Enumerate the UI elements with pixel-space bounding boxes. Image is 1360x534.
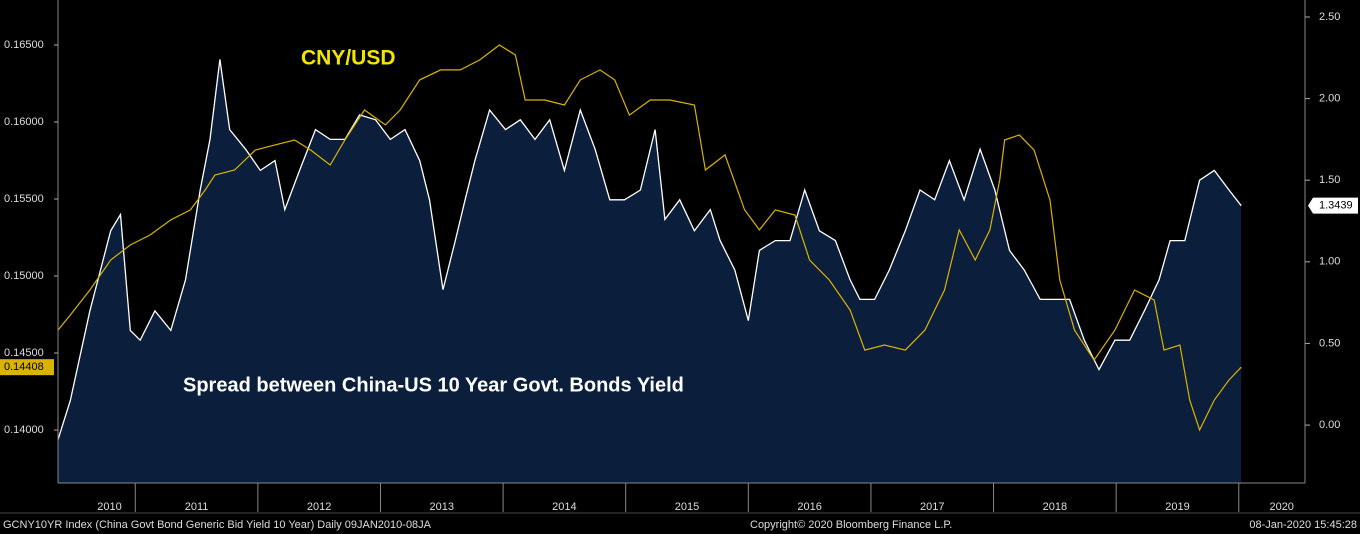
y-tick-label: 0.16500 — [4, 39, 44, 51]
y-tick-label: 0.15000 — [4, 270, 44, 282]
y2-tick-label: 0.00 — [1319, 419, 1340, 431]
y2-tick-label: 1.50 — [1319, 174, 1340, 186]
y-tick-label: 0.14500 — [4, 347, 44, 359]
y2-tick-label: 0.50 — [1319, 337, 1340, 349]
x-tick-label: 2013 — [430, 501, 454, 513]
line — [57, 59, 1242, 440]
footer-right: 08-Jan-2020 15:45:28 — [1249, 519, 1357, 531]
line — [57, 44, 1242, 432]
x-tick-label: 2010 — [97, 501, 121, 513]
x-tick-label: 2019 — [1165, 501, 1189, 513]
x-tick-label: 2020 — [1269, 501, 1293, 513]
x-tick-label: 2014 — [552, 501, 576, 513]
x-tick-label: 2012 — [307, 501, 331, 513]
last-value-box — [0, 359, 54, 376]
x-tick-label: 2016 — [797, 501, 821, 513]
x-tick-label: 2018 — [1043, 501, 1067, 513]
y2-tick-label: 2.00 — [1319, 92, 1340, 104]
y-tick-label: 0.15500 — [4, 193, 44, 205]
y-tick-label: 0.16000 — [4, 116, 44, 128]
y2-tick-label: 1.00 — [1319, 256, 1340, 268]
annotation: Spread between China-US 10 Year Govt. Bo… — [183, 374, 684, 396]
last-value-box — [1308, 197, 1358, 214]
x-tick-label: 2015 — [675, 501, 699, 513]
y-tick-label: 0.14000 — [4, 424, 44, 436]
last-value-label: 1.3439 — [1319, 200, 1353, 212]
plot-area — [57, 44, 1242, 484]
y2-tick-label: 2.50 — [1319, 11, 1340, 23]
footer-left: GCNY10YR Index (China Govt Bond Generic … — [3, 519, 432, 531]
x-tick-label: 2017 — [920, 501, 944, 513]
x-tick-label: 2011 — [185, 501, 209, 513]
annotation: CNY/USD — [301, 47, 396, 70]
footer-center: Copyright© 2020 Bloomberg Finance L.P. — [750, 519, 952, 531]
area — [58, 59, 1242, 484]
last-value-label: 0.14408 — [4, 361, 44, 373]
